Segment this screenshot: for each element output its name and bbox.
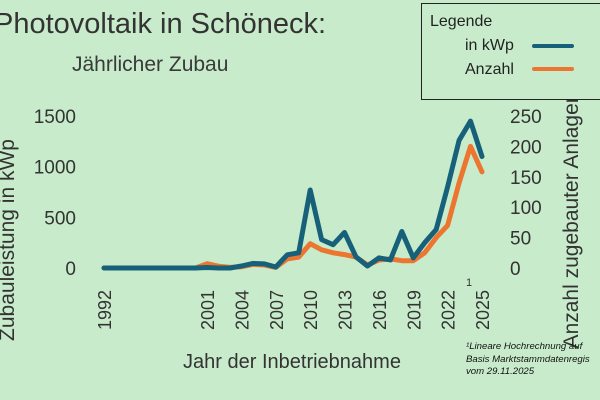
x-tick-label: 2007 bbox=[267, 290, 287, 330]
x-axis-label: Jahr der Inbetriebnahme bbox=[183, 351, 401, 373]
y-axis-label: Zubauleistung in kWp bbox=[0, 139, 19, 341]
y2-tick-label: 150 bbox=[510, 168, 542, 189]
chart-title: Photovoltaik in Schöneck: bbox=[0, 8, 327, 40]
chart-subtitle: Jährlicher Zubau bbox=[72, 53, 229, 76]
x-tick-label: 2019 bbox=[404, 290, 424, 330]
footnote-line-2: Basis Marktstammdatenregis bbox=[466, 353, 590, 365]
y2-tick-label: 200 bbox=[510, 137, 542, 158]
y2-axis-label: Anzahl zugebauter Anlagen bbox=[560, 92, 583, 349]
series-line-kwp bbox=[101, 118, 485, 271]
footnote-line-3: vom 29.11.2025 bbox=[466, 366, 535, 377]
legend-title: Legende bbox=[430, 13, 493, 30]
legend-swatch-anzahl bbox=[532, 67, 574, 71]
legend-item-kwp: in kWp bbox=[465, 37, 514, 54]
x-tick-label: 2004 bbox=[232, 290, 252, 330]
y2-tick-label: 250 bbox=[510, 107, 542, 128]
footnote-line-1: ¹Lineare Hochrechnung auf bbox=[466, 341, 583, 352]
y-tick-label: 500 bbox=[44, 208, 76, 229]
y2-tick-label: 100 bbox=[510, 198, 542, 219]
legend-swatch-kwp bbox=[532, 44, 574, 48]
x-tick-label: 2022 bbox=[439, 290, 459, 330]
x-tick-label: 2025 bbox=[473, 290, 493, 330]
x-tick-label: 2010 bbox=[301, 290, 321, 330]
legend: Legende in kWp Anzahl bbox=[421, 3, 600, 100]
legend-item-anzahl: Anzahl bbox=[465, 61, 514, 78]
y-tick-label: 1500 bbox=[34, 107, 76, 128]
y-tick-label: 1000 bbox=[34, 158, 76, 179]
footnote: ¹Lineare Hochrechnung auf Basis Marktsta… bbox=[466, 341, 600, 379]
y2-tick-label: 50 bbox=[510, 229, 531, 250]
x-tick-footnote-mark: 1 bbox=[466, 277, 472, 289]
x-tick-label: 2016 bbox=[370, 290, 390, 330]
y-tick-label: 0 bbox=[65, 259, 76, 280]
series-line-anzahl bbox=[101, 143, 485, 271]
x-tick-label: 2013 bbox=[336, 290, 356, 330]
y2-tick-label: 0 bbox=[510, 259, 521, 280]
x-tick-label: 2001 bbox=[198, 290, 218, 330]
x-tick-label: 1992 bbox=[95, 290, 115, 330]
